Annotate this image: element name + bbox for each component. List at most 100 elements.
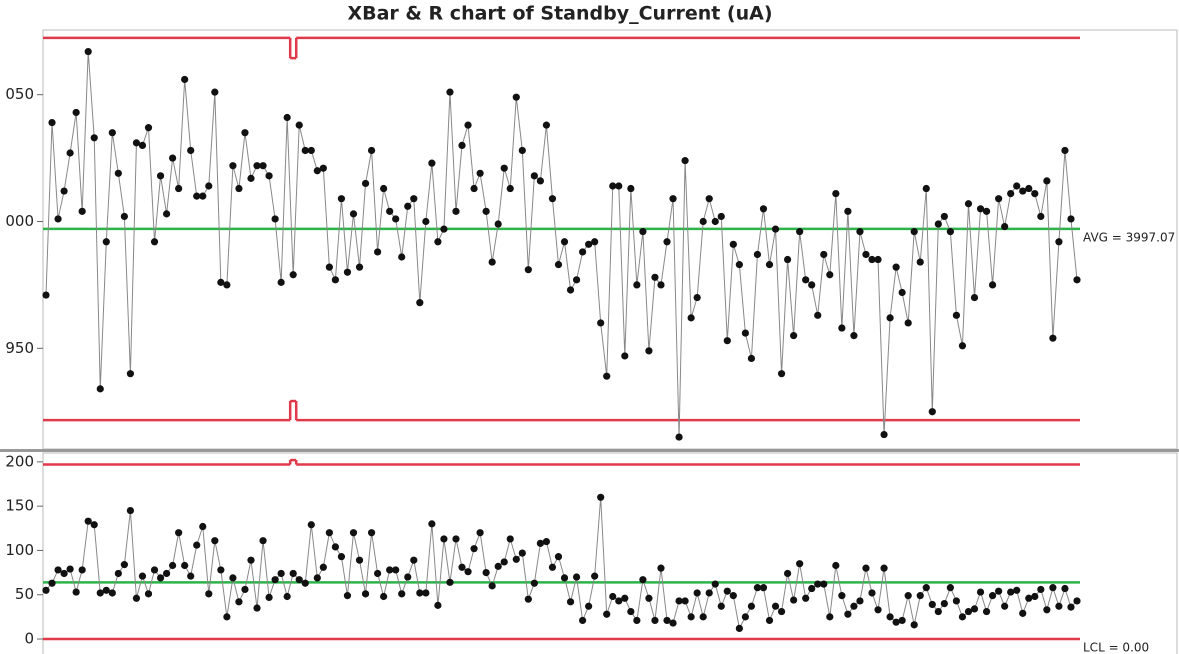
data-point [211, 537, 219, 545]
data-point [265, 593, 273, 601]
data-point [428, 520, 436, 528]
data-point [1007, 588, 1015, 596]
data-point [289, 569, 297, 578]
data-point [66, 565, 74, 573]
y-tick-label: 950 [5, 339, 34, 357]
data-point [488, 258, 496, 266]
data-point [319, 563, 327, 571]
data-point [976, 205, 985, 213]
data-point [181, 561, 189, 570]
data-point [952, 311, 961, 319]
data-point [494, 220, 502, 228]
data-point [361, 590, 370, 598]
data-point [790, 332, 798, 340]
data-point [241, 129, 249, 137]
data-line [45, 51, 1078, 438]
data-point [669, 195, 677, 203]
data-point [1073, 597, 1081, 605]
data-point [615, 597, 623, 605]
data-point [518, 549, 526, 557]
data-point [120, 561, 128, 569]
data-point [1019, 609, 1027, 617]
data-point [952, 597, 961, 605]
data-point [84, 517, 92, 525]
data-point [205, 182, 213, 190]
data-point [946, 228, 954, 236]
data-point [524, 595, 532, 603]
data-point [229, 162, 237, 170]
data-point [446, 578, 454, 586]
data-point [217, 566, 225, 574]
data-point [711, 580, 719, 588]
data-point [603, 372, 611, 380]
data-point [392, 566, 400, 574]
data-point [964, 200, 973, 208]
data-point [651, 273, 659, 281]
data-point [633, 281, 641, 289]
data-point [645, 347, 653, 355]
data-point [283, 592, 291, 601]
data-point [1061, 146, 1069, 155]
data-point [398, 253, 406, 261]
data-point [874, 606, 882, 614]
data-point [826, 613, 834, 621]
data-point [832, 561, 840, 570]
data-point [554, 261, 563, 269]
data-point [150, 238, 159, 246]
data-point [1061, 584, 1069, 593]
data-point [90, 134, 98, 142]
lcl-label: LCL = 0.00 [1083, 641, 1149, 654]
data-point [910, 228, 918, 236]
data-point [591, 238, 599, 246]
data-point [398, 590, 406, 598]
data-point [235, 598, 243, 606]
y-tick-label: 100 [5, 541, 34, 559]
data-point [548, 195, 557, 203]
data-point [753, 584, 762, 592]
data-point [380, 184, 388, 193]
data-point [416, 299, 424, 307]
data-point [687, 314, 695, 322]
data-point [422, 589, 430, 597]
data-point [132, 594, 141, 602]
data-point [934, 220, 942, 228]
data-point [482, 568, 490, 577]
data-point [1031, 189, 1039, 198]
data-point [476, 169, 484, 177]
data-point [380, 592, 388, 601]
data-point [765, 616, 774, 625]
data-point [440, 225, 448, 233]
data-point [934, 607, 942, 616]
data-point [126, 506, 135, 515]
data-point [301, 146, 309, 155]
data-point [886, 314, 894, 322]
data-point [946, 584, 954, 592]
data-point [838, 324, 846, 332]
data-point [536, 539, 544, 547]
data-point [114, 169, 122, 177]
data-point [741, 613, 749, 621]
data-point [175, 184, 183, 193]
data-point [325, 263, 333, 271]
data-point [217, 278, 225, 286]
data-point [138, 141, 147, 150]
data-point [651, 616, 659, 625]
data-point [808, 584, 816, 593]
data-point [271, 215, 279, 223]
data-point [150, 566, 159, 574]
data-point [307, 521, 315, 529]
data-point [422, 217, 430, 226]
data-point [663, 616, 671, 625]
data-point [964, 607, 973, 616]
data-point [916, 258, 924, 266]
data-point [392, 215, 400, 223]
data-point [404, 573, 412, 581]
data-point [910, 621, 918, 629]
data-point [796, 560, 804, 568]
data-point [464, 568, 472, 576]
data-point [904, 319, 912, 327]
data-point [669, 619, 677, 627]
data-point [259, 537, 267, 545]
data-point [747, 354, 756, 363]
